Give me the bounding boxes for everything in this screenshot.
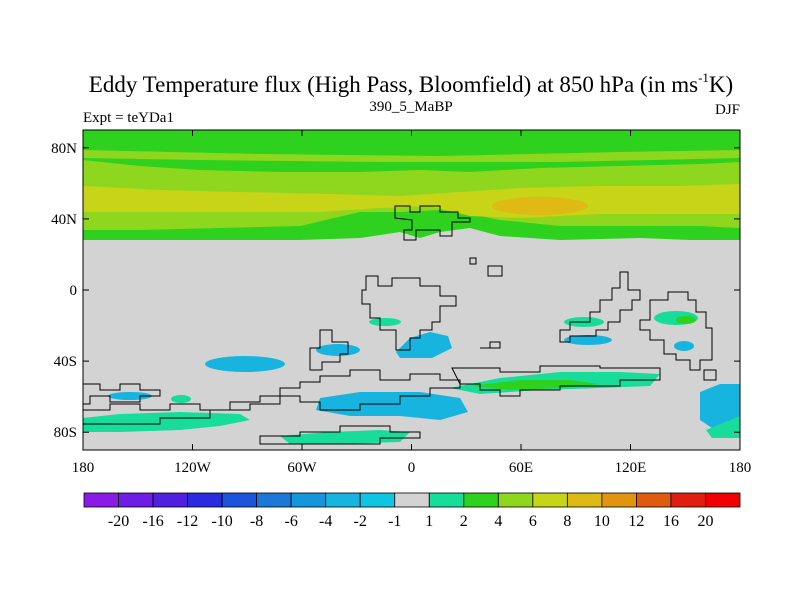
coastlines xyxy=(83,205,717,445)
colorbar-label: -2 xyxy=(354,513,367,530)
colorbar-label: 12 xyxy=(628,513,644,530)
colorbar-label: 20 xyxy=(697,513,713,530)
colorbar-swatch xyxy=(497,492,534,508)
x-tick-label: 180 xyxy=(729,460,752,476)
sh-neg-southpacific-east xyxy=(700,384,740,432)
colorbar-label: -16 xyxy=(142,513,163,530)
run-label: 390_5_MaBP xyxy=(369,99,452,115)
coastline-patagonia xyxy=(83,383,161,405)
y-tick-label: 80N xyxy=(51,141,77,157)
sh-neg-tasman xyxy=(674,341,694,351)
colorbar-label: -8 xyxy=(250,513,263,530)
colorbar-swatch xyxy=(290,492,327,508)
sh-pos-australia-core xyxy=(676,316,696,324)
experiment-label: Expt = teYDa1 xyxy=(83,110,174,126)
colorbar: -20 -16 -12 -10 -8 -6 -4 -2 -1 1 2 4 6 8 10 12 16 20 xyxy=(83,492,741,530)
y-tick-label: 40N xyxy=(51,212,77,228)
x-tick-label: 60W xyxy=(287,460,317,476)
x-tick-label: 60E xyxy=(509,460,533,476)
coastline-island-1 xyxy=(469,257,477,265)
sh-pos-southpacific-east xyxy=(706,416,740,438)
colorbar-swatch xyxy=(118,492,154,508)
y-tick-label: 0 xyxy=(70,283,78,299)
coastline-africa xyxy=(361,275,457,351)
sh-neg-pacific xyxy=(205,356,285,372)
colorbar-swatch xyxy=(394,492,430,508)
coastline-australia xyxy=(639,291,713,371)
colorbar-swatch xyxy=(187,492,223,508)
colorbar-swatch xyxy=(566,492,603,508)
y-tick-label: 80S xyxy=(54,425,77,441)
sh-neg-brazil xyxy=(316,344,360,356)
colorbar-label: -10 xyxy=(211,513,232,530)
colorbar-swatch xyxy=(532,492,568,508)
x-tick-label: 120E xyxy=(615,460,647,476)
colorbar-label: 2 xyxy=(460,513,468,530)
colorbar-label: 10 xyxy=(594,513,610,530)
x-tick-label: 180 xyxy=(72,460,95,476)
y-axis: 80N 40N 0 40S 80S xyxy=(51,141,740,441)
sh-neg-pacific-south xyxy=(108,392,152,400)
coastline-europe xyxy=(394,205,471,241)
colorbar-swatch xyxy=(256,492,292,508)
colorbar-label: 6 xyxy=(529,513,537,530)
colorbar-swatch xyxy=(428,492,465,508)
colorbar-label: -12 xyxy=(177,513,198,530)
x-tick-label: 120W xyxy=(174,460,212,476)
coastline-indian-ocean xyxy=(451,365,661,397)
sh-neg-indian xyxy=(564,335,612,345)
colorbar-label: 16 xyxy=(663,513,679,530)
sh-pos-pacific-small xyxy=(171,395,191,403)
coastline-asia-east xyxy=(559,271,641,343)
colorbar-label: -4 xyxy=(319,513,332,530)
colorbar-swatch xyxy=(221,492,258,508)
colorbar-swatch xyxy=(83,492,119,508)
season-label: DJF xyxy=(715,102,740,118)
colorbar-swatch xyxy=(601,492,637,508)
colorbar-label: -20 xyxy=(108,513,129,530)
colorbar-swatch xyxy=(670,492,706,508)
nh-max-east xyxy=(492,197,588,215)
x-tick-label: 0 xyxy=(408,460,416,476)
colorbar-swatch xyxy=(325,492,361,508)
nh-band-top-lime xyxy=(83,150,740,162)
sh-neg-atlantic xyxy=(316,392,468,420)
coastline-india xyxy=(480,341,501,349)
sh-pos-south xyxy=(280,430,410,444)
y-tick-label: 40S xyxy=(54,354,77,370)
chart-title: Eddy Temperature flux (High Pass, Bloomf… xyxy=(89,70,733,97)
coastline-antarctica-south xyxy=(259,425,421,445)
colorbar-label: 8 xyxy=(563,513,571,530)
map-field xyxy=(83,130,740,450)
colorbar-label: -6 xyxy=(284,513,297,530)
colorbar-swatch xyxy=(463,492,499,508)
colorbar-label: 1 xyxy=(425,513,433,530)
coastline-island-2 xyxy=(487,265,503,277)
nh-lowband-north xyxy=(83,136,740,150)
colorbar-label: 4 xyxy=(494,513,502,530)
colorbar-swatch xyxy=(705,492,741,508)
coastline-south-america xyxy=(309,329,349,371)
x-axis: 180 120W 60W 0 60E 120E 180 xyxy=(72,130,752,476)
colorbar-label: -1 xyxy=(388,513,401,530)
coastline-nz xyxy=(703,369,717,381)
colorbar-swatch xyxy=(152,492,188,508)
sh-pos-pacific-south xyxy=(83,412,250,432)
colorbar-swatch xyxy=(636,492,672,508)
sh-pos-indian-core xyxy=(470,380,600,390)
colorbar-swatch xyxy=(359,492,396,508)
coastline-antarctica-west xyxy=(83,369,461,425)
sh-pos-atlantic-west xyxy=(369,318,401,326)
